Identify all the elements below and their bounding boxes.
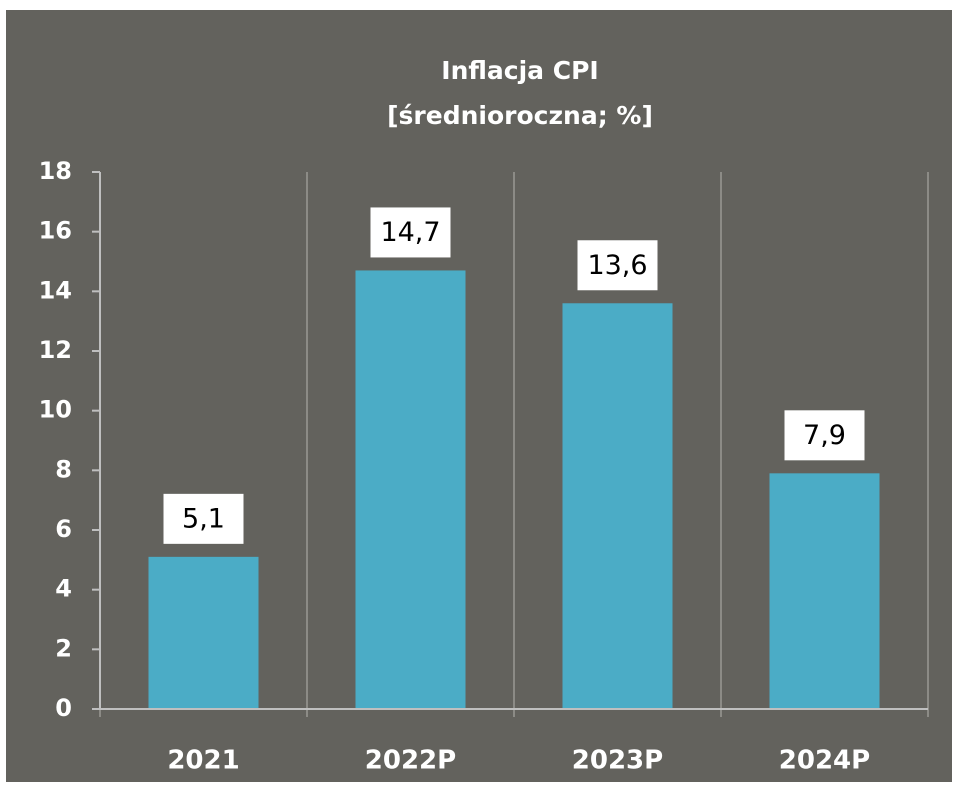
y-tick-label: 18 xyxy=(39,157,72,185)
bar xyxy=(355,270,466,709)
value-label-box xyxy=(577,240,658,291)
y-tick-label: 2 xyxy=(55,634,72,662)
bar xyxy=(769,473,880,709)
value-label: 13,6 xyxy=(587,250,647,281)
y-tick-label: 10 xyxy=(39,396,72,424)
x-tick-label: 2022P xyxy=(365,746,456,776)
y-tick-label: 8 xyxy=(55,455,72,483)
y-tick-label: 0 xyxy=(55,694,72,722)
y-tick-label: 14 xyxy=(39,276,72,304)
bar xyxy=(148,556,259,709)
y-tick-label: 16 xyxy=(39,217,72,245)
y-tick-label: 12 xyxy=(39,336,72,364)
x-tick-label: 2021 xyxy=(167,746,239,776)
value-label-box xyxy=(163,493,244,544)
x-tick-label: 2023P xyxy=(572,746,663,776)
value-label: 5,1 xyxy=(182,503,225,534)
value-label: 14,7 xyxy=(380,217,440,248)
chart-title: Inflacja CPI xyxy=(441,56,598,85)
chart-subtitle: [średnioroczna; %] xyxy=(387,101,653,130)
bar xyxy=(562,303,673,709)
value-label: 7,9 xyxy=(803,420,846,451)
y-tick-label: 6 xyxy=(55,515,72,543)
value-label-box xyxy=(370,207,451,258)
x-tick-label: 2024P xyxy=(779,746,870,776)
y-tick-label: 4 xyxy=(55,575,72,603)
value-label-box xyxy=(784,410,865,461)
